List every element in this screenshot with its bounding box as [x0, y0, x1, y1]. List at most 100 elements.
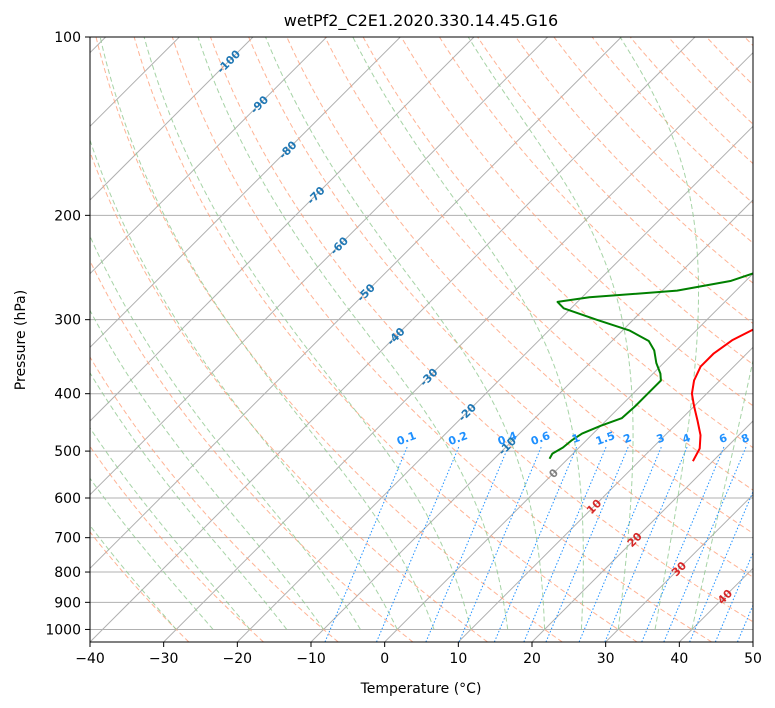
dry-adiabat — [591, 37, 753, 204]
plot-area: 0.10.20.40.611.52346810131620253036-100-… — [90, 37, 775, 642]
moist-adiabat — [90, 371, 288, 630]
moist-adiabat — [467, 37, 634, 630]
dry-adiabat — [400, 37, 753, 407]
isotherm-line — [236, 125, 753, 642]
moist-adiabat — [143, 37, 472, 630]
chart-title: wetPf2_C2E1.2020.330.14.45.G16 — [284, 11, 558, 31]
mixing-ratio-line — [763, 446, 775, 642]
isotherm-line — [163, 51, 753, 642]
moist-adiabat — [90, 477, 214, 630]
y-tick-label: 700 — [54, 531, 81, 547]
isotherm-line — [90, 37, 254, 201]
moist-adiabat — [619, 37, 700, 630]
plot-frame — [89, 36, 754, 643]
mixing-ratio-line — [689, 490, 753, 642]
moist-adiabat — [90, 234, 361, 630]
moist-adiabat — [90, 138, 398, 630]
moist-adiabat — [265, 37, 546, 630]
dry-adiabat — [476, 37, 753, 325]
mixing-ratio-label: 8 — [739, 431, 751, 446]
mixing-ratio-line — [523, 445, 608, 642]
mixing-ratio-line — [324, 445, 409, 642]
dry-adiabat — [515, 37, 753, 284]
x-tick-label: 30 — [597, 651, 615, 667]
mixing-ratio-label: 1 — [570, 431, 582, 446]
isotherm-label: -100 — [215, 47, 244, 76]
dry-adiabat — [743, 37, 753, 47]
moist-adiabat — [90, 427, 251, 630]
x-axis-title: Temperature (°C) — [360, 681, 482, 697]
dry-adiabat — [209, 37, 753, 623]
isotherm-line — [457, 346, 753, 642]
isotherm-line — [90, 37, 401, 349]
y-axis-title: Pressure (hPa) — [13, 290, 29, 390]
mixing-ratio-line — [663, 445, 747, 642]
dry-adiabat — [90, 531, 190, 642]
mixing-ratio-line — [604, 445, 689, 642]
y-tick-label: 600 — [54, 491, 81, 507]
dewpoint-profile — [548, 272, 753, 460]
x-axis: −40 −30 −20 −10 0 10 20 30 40 50 — [75, 642, 762, 667]
dry-adiabat — [90, 259, 414, 642]
mixing-ratio-label: 0.6 — [529, 429, 552, 448]
isotherm-line — [605, 493, 753, 642]
isotherm-line — [310, 199, 753, 642]
dry-adiabat — [171, 37, 712, 642]
dry-adiabat — [90, 356, 339, 642]
x-tick-label: −40 — [75, 651, 105, 667]
mixing-ratio-line — [458, 445, 543, 642]
mixing-ratio-line — [714, 551, 753, 642]
isotherm-label: 10 — [584, 497, 604, 517]
isotherm-line — [531, 420, 753, 642]
mixing-ratio-label: 4 — [681, 431, 693, 446]
dry-adiabat — [286, 37, 753, 534]
isotherm-line — [90, 37, 696, 642]
isotherm-line — [90, 37, 622, 570]
y-tick-label: 1000 — [45, 622, 81, 638]
y-tick-label: 300 — [54, 313, 81, 329]
isotherm-line — [90, 37, 549, 496]
mixing-ratio-line — [376, 445, 460, 642]
x-tick-label: 0 — [380, 651, 389, 667]
moist-adiabat — [197, 37, 509, 630]
isotherm-line — [752, 641, 753, 642]
dry-adiabat — [248, 37, 753, 578]
dry-adiabat — [95, 37, 563, 642]
isotherm-line — [90, 37, 328, 275]
mixing-ratio-label: 6 — [717, 431, 729, 446]
x-tick-label: −20 — [223, 651, 253, 667]
mixing-ratio-line — [641, 445, 725, 642]
y-tick-label: 800 — [54, 565, 81, 581]
isotherm-line — [384, 272, 753, 642]
y-tick-label: 400 — [54, 387, 81, 403]
mixing-ratio-label: 0.1 — [395, 429, 418, 448]
mixing-ratio-label: 0.2 — [447, 429, 470, 448]
y-tick-label: 900 — [54, 595, 81, 611]
x-tick-label: 20 — [523, 651, 541, 667]
dry-adiabat — [438, 37, 753, 366]
mixing-ratio-line — [425, 445, 510, 642]
x-tick-label: 50 — [744, 651, 762, 667]
mixing-ratio-label: 2 — [622, 431, 634, 446]
dry-adiabat — [324, 37, 753, 491]
dry-adiabat — [362, 37, 753, 449]
x-tick-label: 40 — [670, 651, 688, 667]
mixing-ratio-label: 10 — [762, 430, 775, 448]
moist-adiabat — [90, 309, 324, 630]
y-tick-label: 100 — [54, 30, 81, 46]
moist-adiabat — [691, 358, 753, 630]
isotherm-line — [90, 37, 475, 422]
y-tick-label: 200 — [54, 208, 81, 224]
moist-adiabat — [352, 37, 584, 630]
temperature-profile — [690, 328, 753, 462]
y-tick-label: 500 — [54, 444, 81, 460]
dry-adiabat — [133, 37, 638, 642]
mixing-ratio-line — [578, 445, 663, 642]
mixing-ratio-label: 3 — [655, 431, 667, 446]
moist-adiabat — [99, 37, 435, 630]
mixing-ratio-line — [545, 445, 630, 642]
x-tick-label: 10 — [449, 651, 467, 667]
y-axis: 1000 900 800 700 600 500 400 300 200 100 — [45, 30, 90, 638]
mixing-ratio-label: 1.5 — [594, 429, 617, 448]
